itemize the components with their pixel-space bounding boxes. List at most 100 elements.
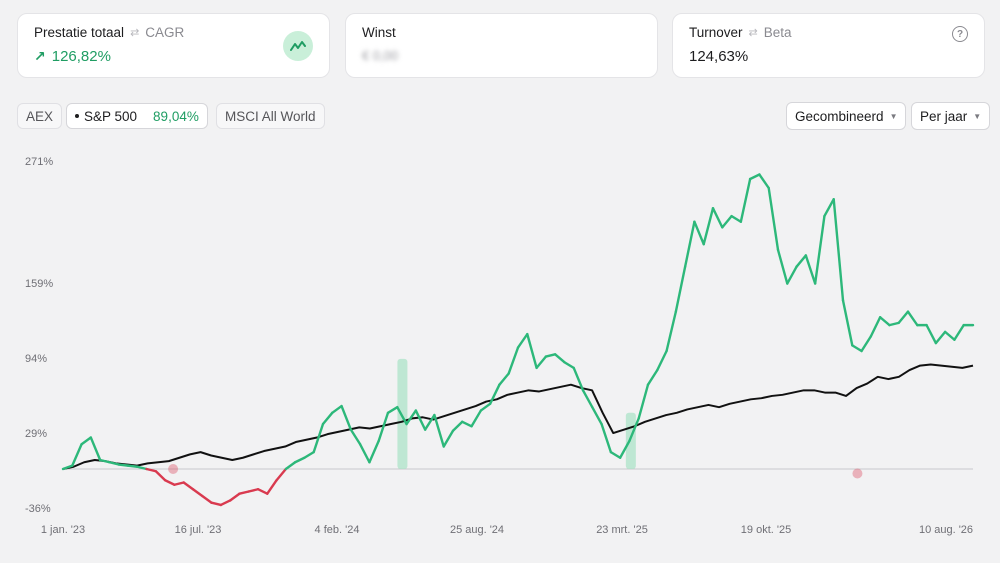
portfolio-line-negative bbox=[219, 499, 232, 507]
event-marker bbox=[168, 464, 179, 474]
mode-dropdown[interactable]: Gecombineerd ▼ bbox=[786, 102, 907, 130]
profit-value-row: € 0,00 bbox=[362, 48, 641, 63]
portfolio-line-positive bbox=[71, 443, 83, 467]
portfolio-line-negative bbox=[256, 488, 269, 495]
portfolio-line-positive bbox=[813, 214, 826, 285]
portfolio-line-positive bbox=[553, 353, 566, 364]
portfolio-line-negative bbox=[247, 488, 260, 493]
turnover-card[interactable]: Turnover ⇄ Beta 124,63% ? bbox=[672, 13, 985, 78]
beta-toggle[interactable]: Beta bbox=[763, 25, 792, 40]
highlight-band bbox=[625, 412, 636, 469]
performance-card-title: Prestatie totaal ⇄ CAGR bbox=[34, 25, 313, 40]
portfolio-line-positive bbox=[321, 411, 334, 426]
portfolio-line-positive bbox=[80, 436, 93, 446]
mode-value: Gecombineerd bbox=[795, 108, 884, 124]
performance-value: 126,82% bbox=[51, 48, 111, 65]
portfolio-line-positive bbox=[98, 458, 111, 464]
trend-icon bbox=[283, 31, 313, 61]
portfolio-line-positive bbox=[665, 310, 678, 353]
performance-card[interactable]: Prestatie totaal ⇄ CAGR ↗ 126,82% bbox=[17, 13, 330, 78]
profit-value: € 0,00 bbox=[362, 48, 399, 63]
portfolio-line-positive bbox=[869, 316, 882, 338]
portfolio-line-positive bbox=[563, 361, 575, 370]
swap-icon[interactable]: ⇄ bbox=[130, 27, 140, 39]
portfolio-line-negative bbox=[201, 494, 213, 504]
portfolio-line-negative bbox=[228, 492, 241, 502]
portfolio-line-positive bbox=[284, 461, 297, 471]
portfolio-line-positive bbox=[637, 383, 650, 420]
portfolio-line-positive bbox=[646, 368, 659, 386]
portfolio-line-positive bbox=[758, 173, 770, 190]
portfolio-line-positive bbox=[628, 417, 640, 443]
portfolio-line-positive bbox=[786, 265, 798, 285]
caret-down-icon: ▼ bbox=[889, 111, 898, 121]
portfolio-line-positive bbox=[433, 413, 445, 448]
portfolio-line-positive bbox=[405, 409, 418, 426]
portfolio-line-negative bbox=[238, 490, 250, 495]
portfolio-line-positive bbox=[711, 207, 724, 229]
portfolio-line-negative bbox=[182, 481, 195, 491]
y-tick-label: 29% bbox=[25, 428, 48, 440]
turnover-card-title: Turnover ⇄ Beta bbox=[689, 25, 968, 40]
portfolio-line-positive bbox=[451, 420, 464, 432]
portfolio-line-positive bbox=[841, 299, 854, 347]
benchmark-sp500-chip[interactable]: S&P 500 89,04% bbox=[66, 103, 208, 129]
portfolio-line-positive bbox=[303, 450, 315, 459]
portfolio-line-positive bbox=[739, 177, 752, 223]
benchmark-line bbox=[62, 363, 974, 470]
y-tick-label: 94% bbox=[25, 353, 48, 365]
help-icon[interactable]: ? bbox=[952, 26, 968, 42]
portfolio-line-negative bbox=[266, 479, 278, 495]
y-tick-label: -36% bbox=[25, 503, 51, 515]
portfolio-line-positive bbox=[832, 198, 845, 302]
portfolio-line-positive bbox=[358, 443, 371, 464]
period-dropdown[interactable]: Per jaar ▼ bbox=[911, 102, 991, 130]
swap-icon[interactable]: ⇄ bbox=[748, 27, 758, 39]
portfolio-line-positive bbox=[349, 428, 362, 446]
portfolio-line-positive bbox=[488, 383, 501, 406]
portfolio-line-positive bbox=[730, 214, 743, 223]
portfolio-line-positive bbox=[934, 330, 947, 345]
portfolio-line-positive bbox=[795, 254, 808, 268]
portfolio-line-positive bbox=[414, 409, 427, 431]
portfolio-line-positive bbox=[693, 220, 705, 246]
highlight-band bbox=[397, 358, 408, 469]
portfolio-line-positive bbox=[526, 332, 538, 370]
portfolio-line-negative bbox=[275, 467, 288, 482]
x-tick-label: 23 mrt. '25 bbox=[596, 524, 648, 536]
portfolio-line-positive bbox=[544, 353, 557, 358]
portfolio-line-positive bbox=[860, 335, 873, 353]
portfolio-line-positive bbox=[888, 321, 900, 327]
cagr-toggle[interactable]: CAGR bbox=[145, 25, 185, 40]
portfolio-line-positive bbox=[126, 464, 139, 468]
profit-title: Winst bbox=[362, 25, 396, 40]
portfolio-line-positive bbox=[674, 265, 687, 313]
portfolio-line-positive bbox=[804, 254, 817, 285]
x-tick-label: 10 aug. '26 bbox=[918, 524, 974, 536]
profit-card[interactable]: Winst € 0,00 bbox=[345, 13, 658, 78]
portfolio-line-positive bbox=[89, 436, 102, 462]
portfolio-line-positive bbox=[656, 349, 668, 372]
x-tick-label: 25 aug. '24 bbox=[449, 524, 505, 536]
benchmark-label: S&P 500 bbox=[84, 108, 138, 124]
portfolio-line-positive bbox=[386, 405, 399, 414]
benchmark-msci-chip[interactable]: MSCI All World bbox=[216, 103, 325, 129]
portfolio-line-positive bbox=[823, 198, 835, 218]
portfolio-line-positive bbox=[943, 330, 956, 341]
portfolio-line-positive bbox=[953, 323, 965, 341]
portfolio-line-positive bbox=[618, 439, 631, 459]
portfolio-line-negative bbox=[145, 467, 158, 473]
benchmark-aex-chip[interactable]: AEX bbox=[17, 103, 63, 129]
portfolio-line-positive bbox=[591, 405, 603, 426]
caret-down-icon: ▼ bbox=[973, 111, 982, 121]
portfolio-line-positive bbox=[442, 429, 455, 448]
turnover-value-row: 124,63% bbox=[689, 48, 968, 65]
portfolio-line-negative bbox=[163, 479, 176, 486]
portfolio-line-positive bbox=[479, 402, 492, 412]
x-tick-label: 16 jul. '23 bbox=[174, 524, 222, 536]
profit-card-title: Winst bbox=[362, 25, 641, 40]
y-tick-label: 271% bbox=[25, 156, 54, 168]
y-tick-label: 159% bbox=[25, 278, 54, 290]
portfolio-line-positive bbox=[702, 207, 715, 246]
